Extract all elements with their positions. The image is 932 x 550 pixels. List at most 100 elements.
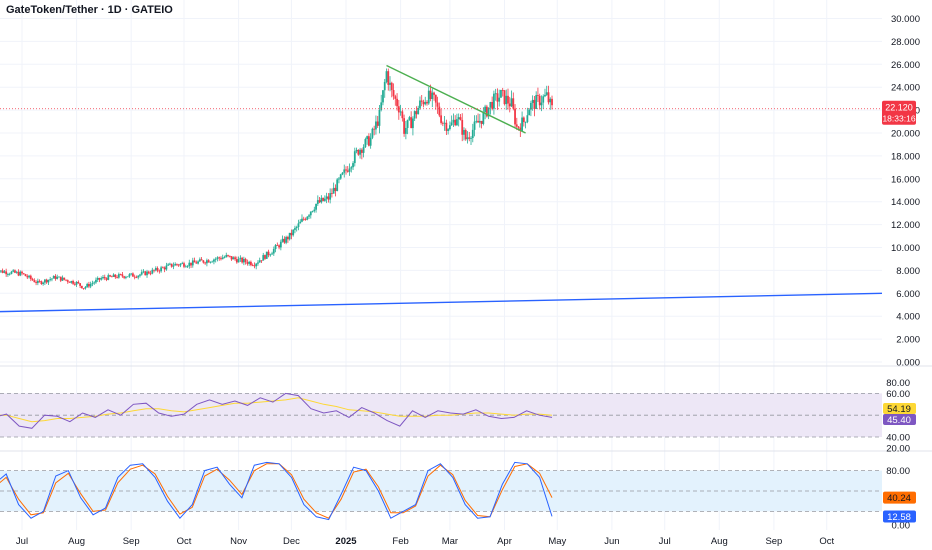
candle-body <box>272 249 275 254</box>
candle-body <box>126 276 129 278</box>
candle-body <box>119 274 122 275</box>
last-price-value: 22.120 <box>885 103 913 113</box>
candle-body <box>31 278 34 281</box>
candle-body <box>369 137 372 146</box>
candle-body <box>315 203 317 210</box>
candle-body <box>514 108 516 125</box>
candle-body <box>338 178 340 180</box>
candle-body <box>237 258 240 263</box>
candle-body <box>526 115 529 123</box>
candle-body <box>167 264 170 266</box>
candle-body <box>456 119 458 126</box>
candle-body <box>147 271 150 274</box>
candle-body <box>396 98 398 107</box>
price-tick-label: 8.000 <box>896 266 920 277</box>
stoch-k-line <box>0 461 553 521</box>
candle-body <box>47 279 50 283</box>
candle-body <box>179 263 182 266</box>
candle-body <box>299 221 302 224</box>
candle-body <box>77 281 80 284</box>
candle-body <box>265 251 268 259</box>
price-tick-label: 28.000 <box>891 37 920 48</box>
candle-body <box>140 272 143 275</box>
candle-body <box>151 269 154 274</box>
stoch-d-value: 40.24 <box>887 493 911 504</box>
candle-body <box>475 120 478 122</box>
candle-body <box>355 149 358 152</box>
candle-body <box>308 215 310 217</box>
candle-body <box>376 121 379 126</box>
candle-body <box>198 259 201 262</box>
candle-body <box>531 99 534 103</box>
candle-body <box>73 283 76 285</box>
candle-body <box>239 257 242 259</box>
candle-body <box>68 281 71 283</box>
candle-body <box>132 273 134 277</box>
candle-body <box>383 81 386 91</box>
candle-body <box>12 270 15 272</box>
candle-body <box>345 169 347 171</box>
candle-body <box>214 258 217 260</box>
candle-body <box>334 187 337 192</box>
candle-body <box>332 187 335 194</box>
candle-body <box>5 271 8 275</box>
candle-body <box>250 261 252 266</box>
time-tick-label: Dec <box>283 536 300 547</box>
candle-body <box>257 262 259 264</box>
candle-body <box>290 232 293 236</box>
candle-body <box>8 273 11 275</box>
candle-body <box>177 264 180 266</box>
candle-body <box>267 251 270 256</box>
price-tick-label: 0.000 <box>896 358 920 369</box>
rsi-value-badge <box>883 414 916 425</box>
candle-body <box>209 261 212 263</box>
candle-body <box>117 274 120 278</box>
rsi-ma-value: 54.19 <box>887 404 911 415</box>
candle-body <box>225 255 228 258</box>
price-tick-label: 2.000 <box>896 335 920 346</box>
candle-body <box>397 106 400 113</box>
rsi-ma-badge <box>883 403 916 414</box>
candle-body <box>197 261 199 264</box>
price-tick-label: 12.000 <box>891 220 920 231</box>
rsi-ma-line <box>0 397 553 423</box>
chart-title: GateToken/Tether · 1D · GATEIO <box>6 4 173 16</box>
candle-body <box>144 271 147 276</box>
candle-body <box>207 260 210 263</box>
candle-body <box>434 94 437 103</box>
candle-body <box>429 90 432 100</box>
rsi-tick-label: 80.00 <box>886 378 910 389</box>
candle-body <box>264 255 266 259</box>
candle-body <box>517 126 520 128</box>
candle-body <box>17 271 20 276</box>
candle-body <box>478 120 481 123</box>
candle-body <box>360 149 363 153</box>
candle-body <box>320 197 323 203</box>
candle-body <box>283 238 286 243</box>
candle-body <box>114 274 117 278</box>
candle-body <box>186 266 189 267</box>
trendlines[interactable] <box>0 64 883 313</box>
candle-body <box>459 117 462 120</box>
candle-body <box>373 128 376 130</box>
candle-body <box>59 276 62 281</box>
rsi-line <box>0 392 553 429</box>
candle-body <box>255 263 258 267</box>
candle-body <box>244 258 247 263</box>
candle-body <box>466 137 469 140</box>
candle-body <box>489 102 492 108</box>
candle-body <box>35 282 37 284</box>
candle-body <box>331 193 333 194</box>
candle-body <box>318 200 321 203</box>
candle-body <box>366 136 369 140</box>
candle-body <box>387 71 390 85</box>
candle-body <box>535 95 538 109</box>
candle-body <box>505 95 508 105</box>
candle-body <box>190 262 192 266</box>
candle-body <box>232 257 235 260</box>
candle-body <box>216 257 219 259</box>
candle-body <box>297 223 300 227</box>
candle-body <box>477 120 479 123</box>
rsi-tick-label: 60.00 <box>886 389 910 400</box>
